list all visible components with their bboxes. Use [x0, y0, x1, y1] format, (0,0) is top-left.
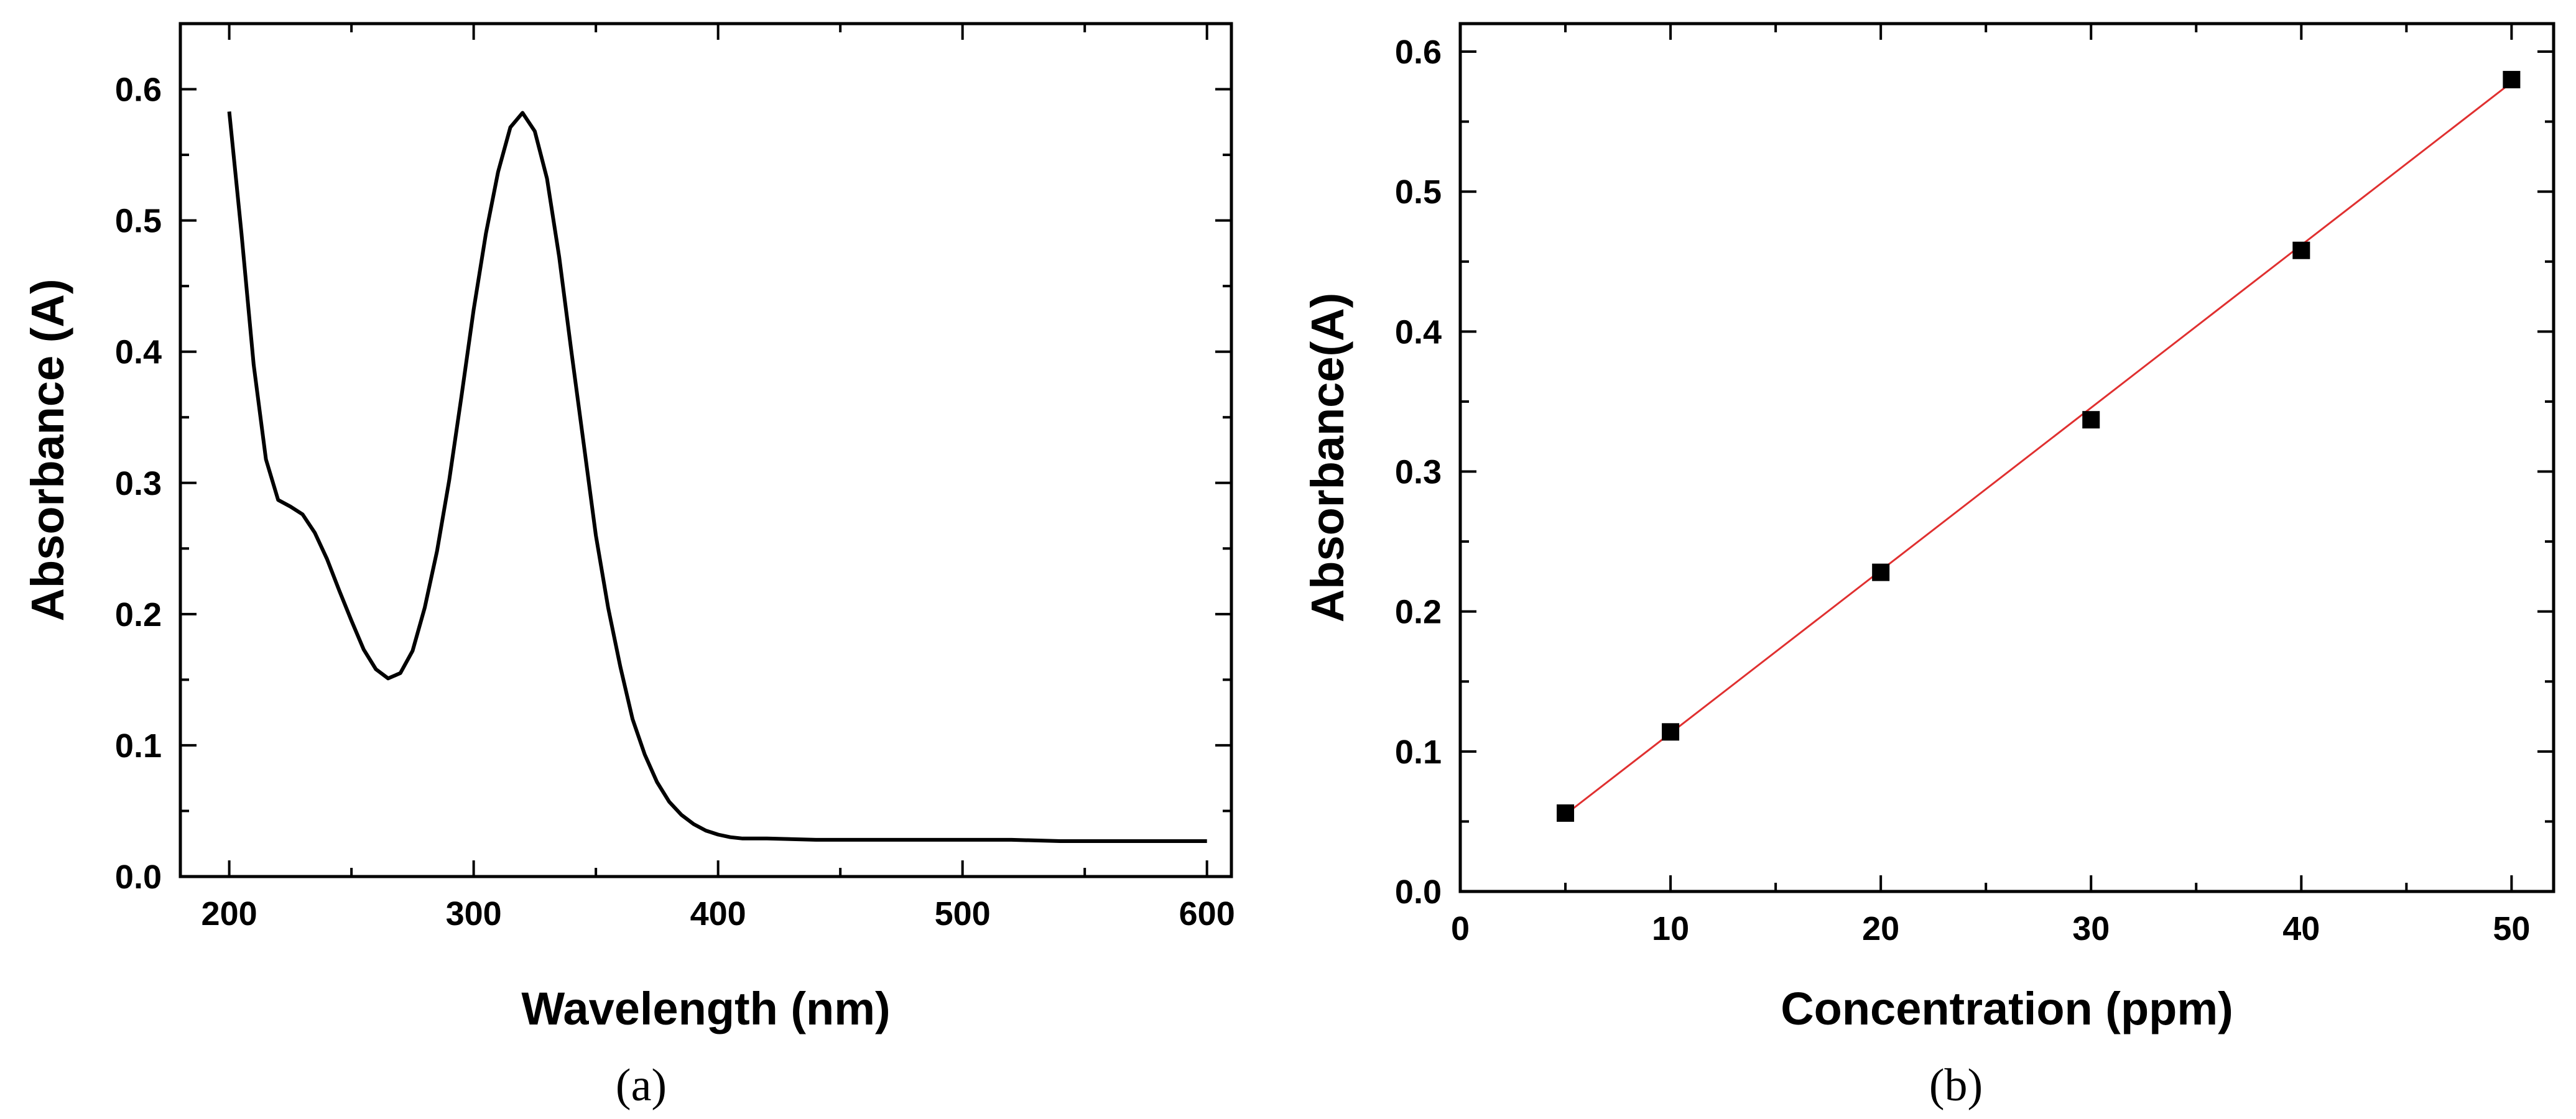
x-tick-label: 500	[935, 895, 991, 932]
data-point-marker	[2292, 241, 2310, 259]
linear-fit-line	[1565, 81, 2513, 816]
y-axis-title-b: Absorbance(A)	[1302, 293, 1353, 622]
axis-ticks	[1459, 24, 2554, 893]
x-tick-label: 50	[2493, 910, 2530, 947]
x-tick-label: 600	[1179, 895, 1235, 932]
y-tick-label: 0.6	[1395, 34, 1442, 71]
y-tick-label: 0.2	[1395, 594, 1442, 631]
x-tick-label: 10	[1652, 910, 1689, 947]
y-tick-label: 0.4	[115, 334, 162, 371]
y-tick-label: 0.4	[1395, 313, 1442, 351]
chart-panel-b: 0 10 20 30 40 50 0.0 0.1 0.2 0.3 0.4 0.5 0.6 Concent…	[1302, 22, 2555, 1111]
y-tick-label: 0.3	[1395, 454, 1442, 491]
y-axis-title-a: Absorbance (A)	[22, 279, 73, 622]
panel-label-b: (b)	[1929, 1060, 1983, 1111]
tick-labels: 200 300 400 500 600 0.0 0.1 0.2 0.3 0.4 0.5 0.6	[115, 71, 1235, 932]
y-tick-label: 0.0	[115, 859, 162, 896]
data-point-marker	[1557, 804, 1575, 822]
data-point-marker	[1662, 723, 1680, 741]
plot-area-frame-a	[178, 22, 1233, 878]
y-tick-label: 0.6	[115, 71, 162, 109]
x-tick-label: 400	[690, 895, 746, 932]
absorbance-spectrum-line	[227, 111, 1207, 843]
data-points	[1557, 71, 2521, 822]
plot-area-frame-b	[1458, 22, 2555, 893]
y-tick-label: 0.2	[115, 596, 162, 633]
data-point-marker	[2503, 71, 2521, 89]
y-tick-label: 0.5	[1395, 173, 1442, 211]
data-point-marker	[2082, 411, 2100, 429]
y-tick-label: 0.3	[115, 465, 162, 502]
y-tick-label: 0.0	[1395, 873, 1442, 911]
y-tick-label: 0.1	[115, 727, 162, 765]
y-tick-label: 0.5	[115, 203, 162, 240]
x-tick-label: 30	[2072, 910, 2110, 947]
x-axis-title-b: Concentration (ppm)	[1781, 983, 2233, 1034]
x-tick-label: 20	[1862, 910, 1899, 947]
panel-label-a: (a)	[616, 1060, 667, 1111]
axis-ticks	[180, 22, 1231, 878]
tick-labels: 0 10 20 30 40 50 0.0 0.1 0.2 0.3 0.4 0.5 0.6	[1395, 34, 2531, 947]
x-tick-label: 0	[1451, 910, 1470, 947]
chart-panel-a: 200 300 400 500 600 0.0 0.1 0.2 0.3 0.4 0.5 0.6 Wav…	[22, 22, 1235, 1111]
data-point-marker	[1872, 563, 1890, 581]
y-tick-label: 0.1	[1395, 734, 1442, 771]
x-tick-label: 40	[2282, 910, 2320, 947]
x-tick-label: 200	[202, 895, 257, 932]
x-axis-title-a: Wavelength (nm)	[521, 983, 890, 1034]
x-tick-label: 300	[446, 895, 502, 932]
